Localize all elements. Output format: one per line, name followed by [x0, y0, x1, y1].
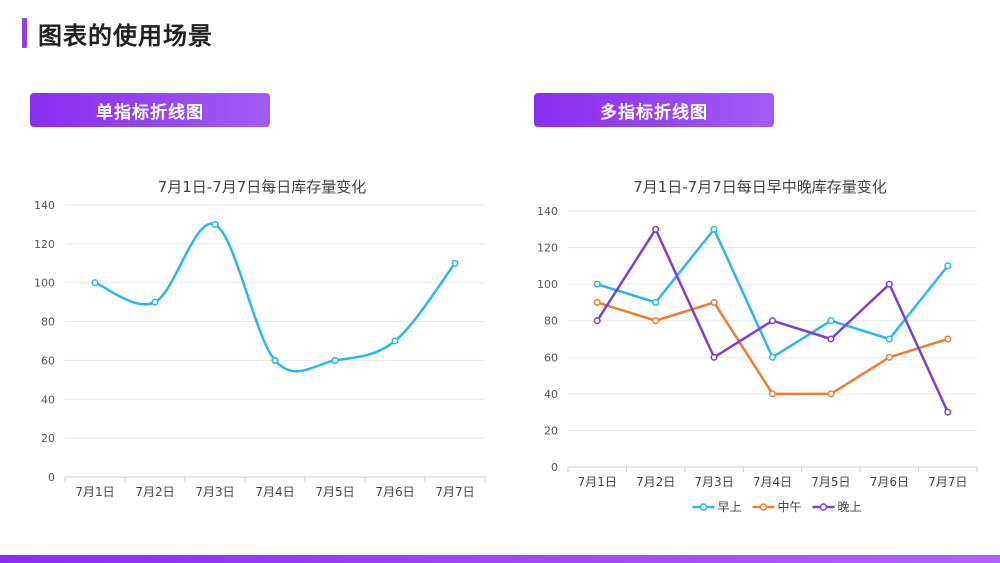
multi-data-point: [944, 408, 952, 416]
multi-data-point: [944, 262, 952, 270]
single-y-tick-label: 100: [34, 277, 55, 290]
multi-x-tick-label: 7月1日: [578, 475, 617, 489]
multi-data-point: [593, 298, 601, 306]
multi-x-tick-label: 7月7日: [928, 475, 967, 489]
multi-y-tick-label: 100: [537, 278, 558, 291]
multi-data-point: [710, 353, 718, 361]
single-x-tick-label: 7月3日: [195, 485, 234, 499]
multi-data-point: [593, 280, 601, 288]
single-series-line-1: [94, 222, 456, 373]
multi-data-point: [652, 298, 660, 306]
multi-data-point: [768, 317, 777, 325]
multi-legend-swatch-marker: [759, 503, 768, 511]
multi-data-point: [652, 225, 660, 233]
multi-x-tick-label: 7月6日: [870, 475, 909, 489]
bottom-accent-bar: [0, 555, 1000, 563]
single-data-point: [151, 298, 159, 306]
title-accent-bar: [22, 18, 27, 48]
single-y-tick-label: 0: [48, 471, 55, 484]
multi-data-point: [593, 317, 601, 325]
multi-x-tick-label: 7月3日: [694, 475, 733, 489]
single-x-tick-label: 7月7日: [435, 485, 474, 499]
multi-y-tick-label: 120: [537, 242, 558, 255]
multi-data-point: [885, 280, 893, 288]
page-title: 图表的使用场景: [38, 22, 213, 50]
multi-line-chart-button[interactable]: 多指标折线图: [534, 93, 774, 127]
single-y-tick-label: 20: [41, 432, 55, 445]
single-data-point: [451, 259, 459, 267]
multi-y-tick-label: 80: [544, 315, 558, 328]
multi-y-tick-label: 140: [537, 205, 558, 218]
multi-data-point: [827, 317, 835, 325]
single-line-chart-button[interactable]: 单指标折线图: [30, 93, 270, 127]
multi-data-point: [710, 225, 718, 233]
single-y-tick-label: 140: [34, 199, 55, 212]
single-y-tick-label: 40: [41, 393, 55, 406]
single-x-tick-label: 7月6日: [375, 485, 414, 499]
multi-chart-title: 7月1日-7月7日每日早中晚库存量变化: [633, 178, 887, 196]
multi-data-point: [768, 390, 777, 398]
single-y-tick-label: 80: [41, 316, 55, 329]
multi-series-line-1: [596, 228, 949, 359]
multi-legend-swatch-marker: [819, 503, 828, 511]
single-y-tick-label: 60: [41, 354, 55, 367]
multi-y-tick-label: 40: [544, 388, 558, 401]
single-x-tick-label: 7月1日: [75, 485, 114, 499]
multi-y-tick-label: 20: [544, 424, 558, 437]
single-data-point: [91, 279, 99, 287]
multi-y-tick-label: 0: [551, 461, 558, 474]
multi-y-tick-label: 60: [544, 351, 558, 364]
multi-data-point: [885, 335, 893, 343]
single-x-tick-label: 7月2日: [135, 485, 174, 499]
multi-data-point: [827, 390, 835, 398]
multi-data-point: [885, 353, 893, 361]
multi-x-tick-label: 7月5日: [811, 475, 850, 489]
multi-x-tick-label: 7月4日: [753, 475, 792, 489]
single-data-point: [331, 356, 339, 364]
single-data-point: [391, 337, 399, 345]
single-y-tick-label: 120: [34, 238, 55, 251]
single-chart-title: 7月1日-7月7日每日库存量变化: [158, 178, 367, 196]
multi-data-point: [944, 335, 952, 343]
single-x-tick-label: 7月5日: [315, 485, 354, 499]
multi-data-point: [710, 298, 718, 306]
multi-legend-label: 中午: [778, 499, 802, 514]
multi-data-point: [652, 317, 660, 325]
single-data-point: [271, 356, 279, 364]
multi-x-tick-label: 7月2日: [636, 475, 675, 489]
multi-data-point: [827, 335, 835, 343]
single-x-tick-label: 7月4日: [255, 485, 294, 499]
multi-data-point: [768, 353, 777, 361]
multi-legend-swatch-marker: [699, 503, 708, 511]
multi-legend-label: 晚上: [838, 500, 862, 514]
multi-series-line-2: [596, 301, 949, 396]
single-data-point: [211, 220, 219, 228]
multi-legend-label: 早上: [718, 500, 742, 514]
